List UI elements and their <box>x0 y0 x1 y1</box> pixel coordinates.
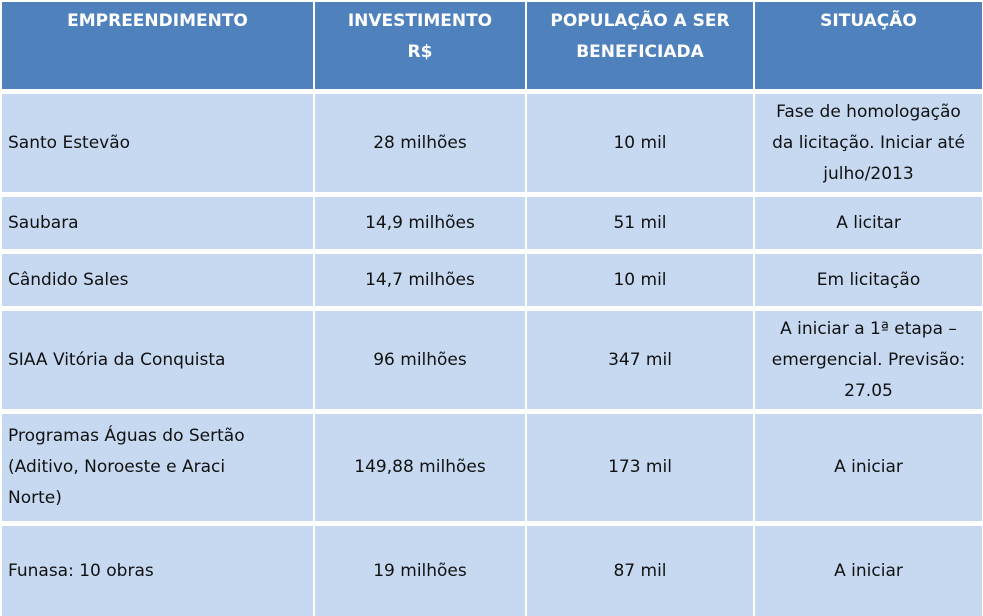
cell-text: Programas Águas do Sertão (Aditivo, Noro… <box>8 426 245 508</box>
cell-populacao: 87 mil <box>527 526 755 616</box>
cell-empreendimento: Santo Estevão <box>2 94 315 197</box>
cell-investimento: 19 milhões <box>315 526 527 616</box>
cell-text: Fase de homologação da licitação. Inicia… <box>772 101 965 184</box>
cell-situacao: A iniciar <box>755 526 982 616</box>
cell-populacao: 10 mil <box>527 94 755 197</box>
cell-empreendimento: Cândido Sales <box>2 254 315 311</box>
cell-investimento: 96 milhões <box>315 311 527 414</box>
table-row: Programas Águas do Sertão (Aditivo, Noro… <box>2 414 982 526</box>
cell-investimento: 14,9 milhões <box>315 197 527 254</box>
cell-empreendimento: Programas Águas do Sertão (Aditivo, Noro… <box>2 414 315 526</box>
header-label: POPULAÇÃO A SER BENEFICIADA <box>550 11 730 62</box>
header-label: EMPREENDIMENTO <box>67 11 248 31</box>
header-situacao: SITUAÇÃO <box>755 2 982 94</box>
cell-text: 96 milhões <box>373 349 467 370</box>
cell-situacao: Em licitação <box>755 254 982 311</box>
cell-populacao: 173 mil <box>527 414 755 526</box>
table-row: Funasa: 10 obras 19 milhões 87 mil A ini… <box>2 526 982 616</box>
cell-text: 173 mil <box>608 457 672 477</box>
cell-text: 28 milhões <box>373 132 467 153</box>
table-row: Cândido Sales 14,7 milhões 10 mil Em lic… <box>2 254 982 311</box>
cell-text: SIAA Vitória da Conquista <box>8 349 226 370</box>
cell-situacao: A licitar <box>755 197 982 254</box>
cell-text: Saubara <box>8 212 79 233</box>
cell-investimento: 149,88 milhões <box>315 414 527 526</box>
cell-text: 347 mil <box>608 349 672 370</box>
table-row: Saubara 14,9 milhões 51 mil A licitar <box>2 197 982 254</box>
cell-text: 14,9 milhões <box>365 212 475 233</box>
cell-text: Santo Estevão <box>8 132 131 153</box>
cell-situacao: A iniciar a 1ª etapa – emergencial. Prev… <box>755 311 982 414</box>
cell-text: Funasa: 10 obras <box>8 560 154 581</box>
table-row: Santo Estevão 28 milhões 10 mil Fase de … <box>2 94 982 197</box>
cell-text: 14,7 milhões <box>365 269 475 290</box>
cell-text: Cândido Sales <box>8 269 129 290</box>
cell-text: A iniciar <box>834 560 903 581</box>
cell-text: Em licitação <box>816 269 921 290</box>
cell-populacao: 347 mil <box>527 311 755 414</box>
table-row: SIAA Vitória da Conquista 96 milhões 347… <box>2 311 982 414</box>
header-investimento: INVESTIMENTO R$ <box>315 2 527 94</box>
cell-investimento: 28 milhões <box>315 94 527 197</box>
table-header-row: EMPREENDIMENTO INVESTIMENTO R$ POPULAÇÃO… <box>2 2 982 94</box>
cell-populacao: 10 mil <box>527 254 755 311</box>
cell-text: 19 milhões <box>373 560 467 581</box>
cell-text: 10 mil <box>613 132 667 153</box>
cell-populacao: 51 mil <box>527 197 755 254</box>
cell-text: 149,88 milhões <box>354 457 486 477</box>
header-empreendimento: EMPREENDIMENTO <box>2 2 315 94</box>
cell-text: 51 mil <box>613 212 667 233</box>
cell-situacao: A iniciar <box>755 414 982 526</box>
header-label: SITUAÇÃO <box>820 11 917 31</box>
cell-investimento: 14,7 milhões <box>315 254 527 311</box>
cell-empreendimento: SIAA Vitória da Conquista <box>2 311 315 414</box>
header-populacao: POPULAÇÃO A SER BENEFICIADA <box>527 2 755 94</box>
cell-text: A iniciar a 1ª etapa – emergencial. Prev… <box>771 318 966 401</box>
cell-empreendimento: Saubara <box>2 197 315 254</box>
cell-text: 87 mil <box>613 560 667 581</box>
cell-text: A licitar <box>836 212 901 233</box>
cell-text: A iniciar <box>834 457 903 477</box>
cell-text: 10 mil <box>613 269 667 290</box>
cell-situacao: Fase de homologação da licitação. Inicia… <box>755 94 982 197</box>
header-label: INVESTIMENTO R$ <box>347 11 493 62</box>
cell-empreendimento: Funasa: 10 obras <box>2 526 315 616</box>
